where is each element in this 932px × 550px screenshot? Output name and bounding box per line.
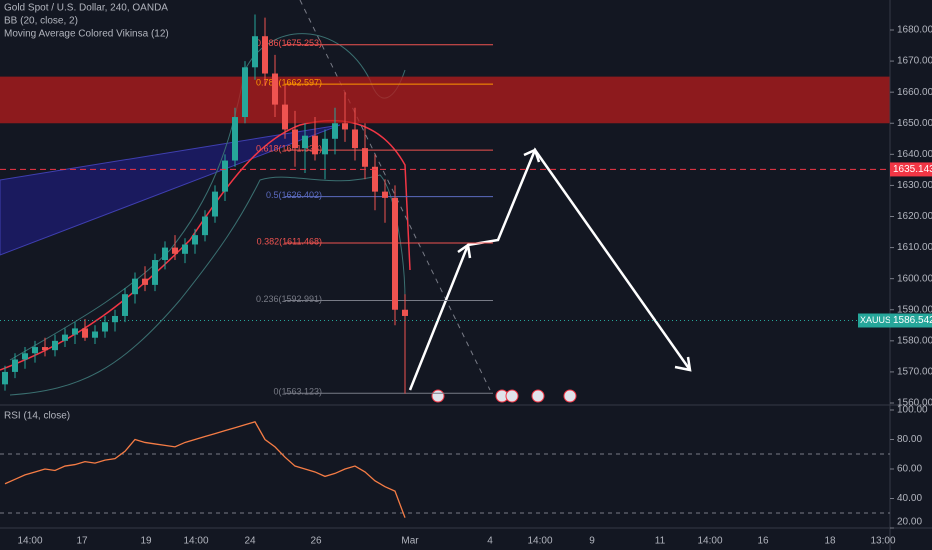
candle-body — [322, 138, 328, 155]
candle-body — [42, 347, 48, 351]
candle-body — [342, 123, 348, 130]
candle-body — [182, 244, 188, 254]
x-tick-label: Mar — [401, 536, 419, 547]
candle-body — [402, 309, 408, 316]
candle-body — [52, 340, 58, 351]
price-tick-label: 1620.00 — [897, 211, 932, 222]
candle-body — [302, 135, 308, 149]
price-tick-label: 1680.00 — [897, 25, 932, 36]
x-tick-label: 26 — [310, 536, 322, 547]
price-tick-label: 1560.00 — [897, 398, 932, 409]
candle-body — [272, 73, 278, 105]
candle-body — [392, 197, 398, 310]
x-tick-label: 17 — [76, 536, 88, 547]
candle-body — [62, 334, 68, 341]
fib-label: 0(1563.123) — [273, 387, 322, 397]
rsi-line — [4, 421, 406, 518]
price-tick-label: 1640.00 — [897, 149, 932, 160]
x-tick-label: 18 — [824, 536, 836, 547]
rsi-tick-label: 100.00 — [897, 405, 928, 416]
x-tick-label: 14:00 — [17, 536, 42, 547]
x-tick-label: 9 — [589, 536, 595, 547]
fib-label: 0.5(1626.402) — [266, 190, 322, 200]
candle-body — [122, 294, 128, 316]
candle-body — [22, 353, 28, 360]
channel-shape — [0, 124, 341, 256]
x-tick-label: 14:00 — [183, 536, 208, 547]
x-tick-label: 4 — [487, 536, 493, 547]
rsi-tick-label: 20.00 — [897, 517, 922, 528]
price-tick-label: 1660.00 — [897, 87, 932, 98]
rsi-tick-label: 40.00 — [897, 493, 922, 504]
candle-body — [372, 166, 378, 192]
price-tick-label: 1650.00 — [897, 118, 932, 129]
candle-body — [92, 331, 98, 338]
trend-dashed — [299, 0, 491, 391]
candle-body — [222, 160, 228, 192]
candle-body — [82, 328, 88, 338]
x-tick-label: 24 — [244, 536, 256, 547]
candle-body — [102, 322, 108, 332]
candle-body — [32, 347, 38, 354]
price-tick-label: 1570.00 — [897, 367, 932, 378]
candle-body — [262, 36, 268, 74]
fib-label: 0.786(1662.597) — [256, 77, 322, 87]
candle-body — [202, 216, 208, 236]
price-tick-label: 1600.00 — [897, 273, 932, 284]
candle-body — [212, 191, 218, 217]
price-tag — [890, 313, 932, 328]
indicator-label: Moving Average Colored Vikinsa (12) — [4, 29, 169, 40]
candle-body — [292, 129, 298, 149]
fib-label: 0.382(1611.468) — [257, 236, 322, 246]
x-tick-label: 14:00 — [527, 536, 552, 547]
bb-lower — [9, 174, 406, 396]
candle-body — [2, 371, 8, 385]
symbol-title: Gold Spot / U.S. Dollar, 240, OANDA — [4, 3, 168, 14]
alert-tag — [890, 162, 932, 177]
alert-tag-label: 1635.143 — [893, 164, 932, 175]
candle-body — [112, 315, 118, 323]
price-tick-label: 1590.00 — [897, 304, 932, 315]
candle-body — [282, 104, 288, 130]
price-tick-label: 1580.00 — [897, 335, 932, 346]
candle-body — [312, 135, 318, 155]
symbol-tag — [858, 313, 890, 328]
candle-body — [132, 278, 138, 295]
candle-body — [252, 36, 258, 68]
candle-body — [352, 129, 358, 149]
candle-body — [172, 247, 178, 254]
fib-label: 0.886(1675.253) — [256, 38, 322, 48]
rsi-tick-label: 80.00 — [897, 434, 922, 445]
candle-body — [162, 247, 168, 261]
projection-arrows — [408, 147, 692, 391]
x-tick-label: 19 — [140, 536, 152, 547]
candle-body — [142, 278, 148, 285]
fib-label: 0.618(1641.338) — [256, 144, 322, 154]
fib-label: 0.236(1592.991) — [256, 294, 322, 304]
rsi-title: RSI (14, close) — [4, 411, 70, 422]
event-icons — [431, 389, 577, 403]
candle-body — [242, 67, 248, 118]
price-tick-label: 1630.00 — [897, 180, 932, 191]
candle-body — [152, 260, 158, 285]
rsi-tick-label: 60.00 — [897, 464, 922, 475]
candle-body — [382, 191, 388, 198]
price-tick-label: 1610.00 — [897, 242, 932, 253]
x-tick-label: 14:00 — [697, 536, 722, 547]
candle-body — [332, 123, 338, 139]
price-tick-label: 1670.00 — [897, 56, 932, 67]
x-tick-label: 13:00 — [870, 536, 895, 547]
candle-body — [12, 359, 18, 372]
moving-average — [0, 119, 411, 371]
symbol-tag-label: XAUUSD — [860, 315, 898, 325]
price-tag-label: 1586.542 — [893, 315, 932, 326]
candle-body — [72, 328, 78, 335]
candle-body — [232, 117, 238, 161]
x-tick-label: 11 — [655, 536, 666, 547]
indicator-label: BB (20, close, 2) — [4, 16, 78, 27]
x-tick-label: 16 — [757, 536, 769, 547]
candle-body — [192, 235, 198, 245]
candle-body — [362, 148, 368, 167]
